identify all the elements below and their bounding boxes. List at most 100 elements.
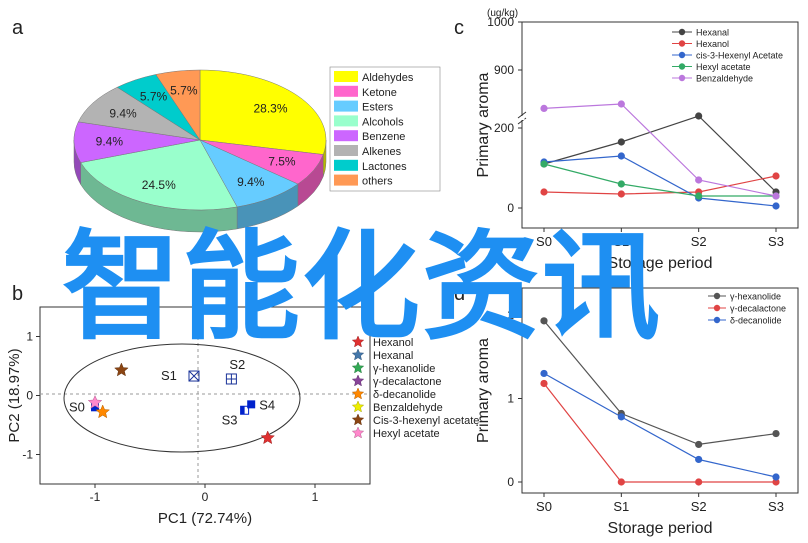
panel-label-b: b	[12, 283, 23, 305]
pca-legend-label-4: δ-decanolide	[373, 389, 436, 401]
d-ytick-label-2: 0	[507, 475, 514, 489]
d-series-line-2	[543, 372, 777, 478]
c-series-4-point-2	[695, 176, 703, 184]
pie-legend-label-6: Lactones	[362, 161, 407, 173]
panel-label-d: d	[454, 283, 465, 305]
pca-xtick-label-2: 1	[312, 490, 319, 504]
c-series-0-point-1	[617, 138, 625, 146]
d-legend-label-1: γ-decalactone	[730, 304, 786, 314]
c-series-3-point-0	[540, 160, 548, 168]
pie-legend-label-2: Esters	[362, 102, 394, 114]
c-series-4-point-3	[772, 192, 780, 200]
pca-sample-point-4	[247, 400, 256, 409]
c-legend-marker-3	[678, 63, 686, 70]
d-legend-marker-0	[713, 292, 721, 300]
d-series-2-point-1	[617, 413, 625, 421]
c-legend-marker-1	[678, 40, 686, 47]
d-legend-marker-2	[713, 316, 721, 324]
pca-loading-star-1	[114, 362, 129, 377]
pca-ylabel: PC2 (18.97%)	[6, 348, 23, 442]
c-series-4-point-0	[540, 104, 548, 112]
c-legend-label-1: Hexanol	[696, 39, 729, 49]
d-series-0-point-0	[540, 317, 548, 325]
pca-xlabel: PC1 (72.74%)	[158, 510, 252, 527]
c-series-1-point-0	[540, 188, 548, 196]
pie-data-label-1: 7.5%	[268, 155, 296, 169]
pca-loading-star-0	[260, 430, 276, 445]
c-ytick-label-2: 200	[494, 121, 514, 135]
c-series-1-point-3	[772, 172, 780, 180]
c-series-3-point-2	[695, 192, 703, 200]
pca-legend-star-0	[351, 335, 365, 348]
d-xtick-label-3: S3	[768, 499, 784, 514]
pie-legend-swatch-6	[334, 159, 358, 171]
d-series-1-point-1	[617, 478, 625, 486]
pie-slice-3	[80, 139, 238, 211]
pca-legend-label-0: Hexanol	[373, 337, 413, 349]
pie-legend-label-3: Alcohols	[362, 116, 404, 128]
pca-legend-label-1: Hexanal	[373, 350, 413, 362]
c-ytick-label-1: 900	[494, 63, 514, 77]
pie-data-label-3: 24.5%	[142, 178, 176, 192]
c-xtick-label-3: S3	[768, 234, 784, 249]
pie-data-label-0: 28.3%	[253, 101, 287, 115]
pie-legend-label-1: Ketone	[362, 87, 397, 99]
pie-data-label-5: 9.4%	[109, 106, 137, 120]
pca-legend-star-2	[351, 361, 365, 374]
d-series-1-point-0	[540, 379, 548, 388]
c-unit-label: (ug/kg)	[487, 8, 518, 19]
pca-legend-label-6: Cis-3-hexenyl acetate	[373, 415, 479, 427]
pie-data-label-6: 5.7%	[140, 90, 168, 104]
c-series-2-point-3	[772, 202, 780, 210]
pca-sample-cross-1	[188, 370, 200, 382]
d-xtick-label-0: S0	[536, 499, 552, 514]
pie-legend: Aldehydes Ketone Esters Alcohols Benzene Alke…	[329, 66, 441, 192]
pie-legend-label-0: Aldehydes	[362, 72, 414, 84]
c-series-3-point-1	[617, 180, 625, 188]
pie-legend-swatch-2	[334, 100, 358, 112]
d-plot-frame	[521, 287, 799, 494]
pca-sample-label-2: S2	[229, 357, 245, 372]
pca-sample-point-0	[91, 403, 99, 412]
pie-legend-swatch-7	[334, 174, 358, 186]
pca-sample-grid-2	[226, 373, 237, 384]
watermark-overlay: 智能化资讯	[62, 218, 663, 356]
c-series-4-point-1	[617, 100, 625, 108]
pie-data-label-2: 9.4%	[237, 175, 265, 189]
c-series-2-point-1	[617, 152, 625, 160]
c-series-line-0	[543, 115, 777, 193]
c-ytick-label-0: 1000	[487, 15, 514, 29]
pca-xtick-label-1: 0	[202, 490, 209, 504]
d-ylabel: Primary aroma	[475, 338, 492, 443]
confidence-ellipse	[63, 343, 301, 453]
c-legend-label-2: cis-3-Hexenyl Acetate	[696, 51, 783, 61]
d-ytick-label-0: 2	[507, 308, 514, 322]
pca-legend-star-5	[351, 400, 365, 413]
pca-legend-star-6	[351, 413, 365, 426]
pca-sample-label-0: S0	[69, 399, 85, 414]
c-legend-label-0: Hexanal	[696, 28, 729, 38]
pca-legend-label-3: γ-decalactone	[373, 376, 442, 388]
c-series-1-point-1	[617, 190, 625, 198]
c-xtick-label-1: S1	[613, 234, 629, 249]
line-chart-c: S0 S1 S2 S3 Storage period Primary aroma 1000 9…	[475, 8, 799, 272]
c-series-line-3	[543, 163, 776, 197]
d-series-2-point-0	[540, 369, 548, 378]
panel-label-c: c	[454, 17, 464, 39]
panel-label-a: a	[12, 17, 24, 39]
c-legend-label-4: Benzaldehyde	[696, 74, 753, 84]
c-series-line-4	[543, 103, 777, 197]
c-xlabel: Storage period	[608, 255, 713, 272]
pca-legend-label-7: Hexyl acetate	[373, 428, 440, 440]
c-ylabel: Primary aroma	[475, 72, 492, 177]
c-plot-frame	[521, 21, 799, 229]
pie-chart-a: 28.3%7.5%9.4%24.5%9.4%9.4%5.7% 5.7%	[73, 69, 327, 233]
pie-slice-7	[155, 69, 201, 141]
pca-sample-label-3: S3	[222, 412, 238, 427]
c-legend-marker-4	[678, 74, 686, 82]
pca-sample-half-3	[240, 406, 245, 415]
d-series-2-point-2	[695, 455, 703, 464]
pie-legend-swatch-5	[334, 145, 358, 156]
c-series-line-1	[543, 175, 777, 195]
pca-loading-star-3	[87, 394, 103, 409]
